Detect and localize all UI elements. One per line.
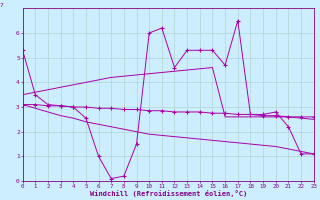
Text: 7: 7 <box>0 3 3 8</box>
X-axis label: Windchill (Refroidissement éolien,°C): Windchill (Refroidissement éolien,°C) <box>90 190 247 197</box>
